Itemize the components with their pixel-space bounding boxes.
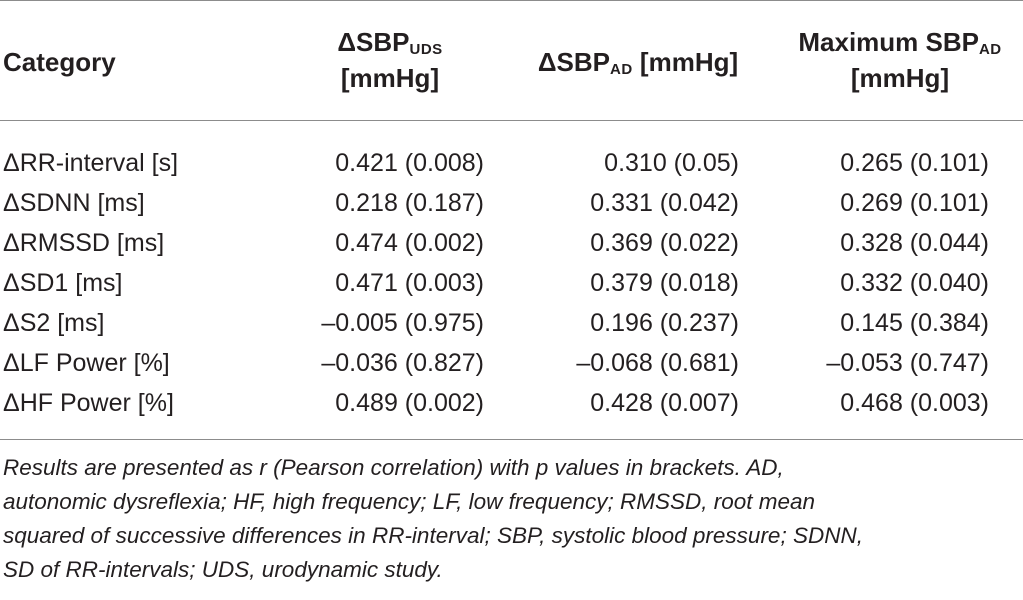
- cell-delta-sbp-uds: 0.489 (0.002): [335, 389, 484, 417]
- row-category: ΔSD1 [ms]: [3, 269, 123, 297]
- table-row: ΔSDNN [ms] 0.218 (0.187) 0.331 (0.042) 0…: [0, 183, 1023, 223]
- cell-maximum-sbp-ad: –0.053 (0.747): [826, 349, 989, 377]
- row-category: ΔSDNN [ms]: [3, 189, 145, 217]
- header-maximum-sbp-ad-unit: [mmHg]: [850, 63, 950, 93]
- table-row: ΔRMSSD [ms] 0.474 (0.002) 0.369 (0.022) …: [0, 223, 1023, 263]
- cell-maximum-sbp-ad: 0.468 (0.003): [840, 389, 989, 417]
- row-category: ΔRR-interval [s]: [3, 149, 179, 177]
- table-body: ΔRR-interval [s] 0.421 (0.008) 0.310 (0.…: [0, 143, 1023, 423]
- header-delta-sbp-uds-main: ΔSBPUDS: [337, 27, 443, 58]
- table-top-rule: [0, 0, 1023, 1]
- header-maximum-sbp-ad-sub: AD: [978, 41, 1002, 58]
- cell-delta-sbp-uds: –0.036 (0.827): [321, 349, 484, 377]
- cell-maximum-sbp-ad: 0.265 (0.101): [840, 149, 989, 177]
- header-delta-sbp-uds: ΔSBPUDS [mmHg]: [300, 24, 480, 96]
- footnote-line: SD of RR-intervals; UDS, urodynamic stud…: [3, 557, 443, 582]
- footnote-line: Results are presented as r (Pearson corr…: [3, 455, 784, 480]
- cell-maximum-sbp-ad: 0.269 (0.101): [840, 189, 989, 217]
- cell-delta-sbp-ad: 0.428 (0.007): [590, 389, 739, 417]
- cell-maximum-sbp-ad: 0.328 (0.044): [840, 229, 989, 257]
- table-row: ΔSD1 [ms] 0.471 (0.003) 0.379 (0.018) 0.…: [0, 263, 1023, 303]
- cell-delta-sbp-ad: 0.369 (0.022): [590, 229, 739, 257]
- cell-maximum-sbp-ad: 0.332 (0.040): [840, 269, 989, 297]
- footnote-line: squared of successive differences in RR-…: [3, 523, 863, 548]
- header-delta-sbp-uds-sub: UDS: [409, 41, 443, 58]
- header-maximum-sbp-ad-main: Maximum SBPAD: [798, 27, 1002, 58]
- row-category: ΔS2 [ms]: [3, 309, 105, 337]
- cell-delta-sbp-uds: 0.218 (0.187): [335, 189, 484, 217]
- table-row: ΔHF Power [%] 0.489 (0.002) 0.428 (0.007…: [0, 383, 1023, 423]
- header-delta-sbp-ad: ΔSBPAD [mmHg]: [518, 44, 758, 80]
- row-category: ΔHF Power [%]: [3, 389, 174, 417]
- cell-delta-sbp-uds: 0.474 (0.002): [335, 229, 484, 257]
- header-delta-sbp-ad-sub: AD: [610, 61, 633, 78]
- cell-delta-sbp-ad: –0.068 (0.681): [576, 349, 739, 377]
- header-rule: [0, 120, 1023, 121]
- row-category: ΔRMSSD [ms]: [3, 229, 165, 257]
- cell-delta-sbp-uds: 0.471 (0.003): [335, 269, 484, 297]
- cell-delta-sbp-ad: 0.310 (0.05): [604, 149, 739, 177]
- footnote-line: autonomic dysreflexia; HF, high frequenc…: [3, 489, 816, 514]
- cell-delta-sbp-ad: 0.331 (0.042): [590, 189, 739, 217]
- cell-maximum-sbp-ad: 0.145 (0.384): [840, 309, 989, 337]
- footnote-rule: [0, 439, 1023, 440]
- table-row: ΔRR-interval [s] 0.421 (0.008) 0.310 (0.…: [0, 143, 1023, 183]
- header-delta-sbp-ad-main: ΔSBPAD [mmHg]: [537, 47, 739, 78]
- header-category: Category: [3, 47, 116, 77]
- cell-delta-sbp-uds: 0.421 (0.008): [335, 149, 484, 177]
- row-category: ΔLF Power [%]: [3, 349, 170, 377]
- cell-delta-sbp-uds: –0.005 (0.975): [321, 309, 484, 337]
- table-row: ΔLF Power [%] –0.036 (0.827) –0.068 (0.6…: [0, 343, 1023, 383]
- table-row: ΔS2 [ms] –0.005 (0.975) 0.196 (0.237) 0.…: [0, 303, 1023, 343]
- cell-delta-sbp-ad: 0.379 (0.018): [590, 269, 739, 297]
- header-maximum-sbp-ad: Maximum SBPAD [mmHg]: [776, 24, 1023, 96]
- cell-delta-sbp-ad: 0.196 (0.237): [590, 309, 739, 337]
- table-footnote: Results are presented as r (Pearson corr…: [3, 451, 1013, 587]
- header-delta-sbp-uds-unit: [mmHg]: [340, 63, 440, 93]
